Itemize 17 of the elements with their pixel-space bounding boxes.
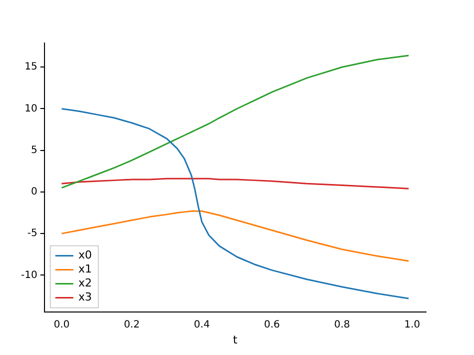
x-tick-label: 0.4 <box>194 319 210 330</box>
y-tick-label: -10 <box>20 270 38 281</box>
y-tick-label: 15 <box>24 62 38 73</box>
x-tick-label: 0.8 <box>334 319 350 330</box>
x-tick-label: 0.6 <box>264 319 280 330</box>
y-tick-label: 5 <box>30 144 38 156</box>
y-tick-label: 0 <box>30 186 38 198</box>
legend-label: x3 <box>78 290 92 304</box>
legend-label: x2 <box>78 276 92 290</box>
y-tick-label: -5 <box>27 228 38 240</box>
x-tick-label: 1.0 <box>404 319 420 330</box>
x-tick-label: 0.0 <box>54 319 70 330</box>
x-axis-title: t <box>233 333 238 346</box>
y-tick-label: 10 <box>24 103 38 114</box>
legend-label: x0 <box>78 248 92 262</box>
legend-label: x1 <box>78 262 92 276</box>
x-tick-label: 0.2 <box>124 319 140 330</box>
